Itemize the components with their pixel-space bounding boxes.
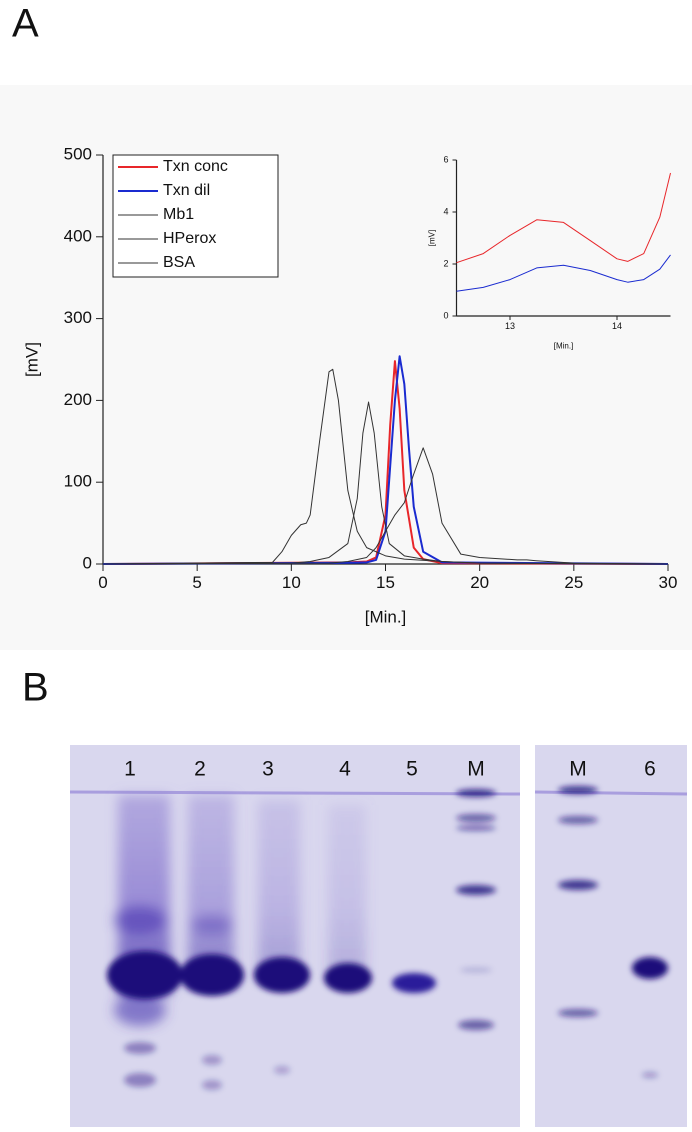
lane-label: M [467, 758, 485, 781]
y-axis-label: [mV] [22, 342, 41, 377]
panel-label: A [12, 2, 39, 46]
lane-label: M [569, 758, 587, 781]
lane-labels: 1 2 3 4 5 M M 6 [124, 758, 656, 781]
x-tick-label: 20 [470, 573, 489, 592]
data-line [456, 172, 671, 264]
lane-label: 2 [194, 758, 206, 781]
legend: Txn conc Txn dil Mb1 HPerox BSA [112, 154, 279, 278]
gel-image: 1 2 3 4 5 M M 6 [69, 745, 688, 1127]
bands [107, 786, 668, 1090]
x-tick-label: 0 [98, 573, 107, 592]
legend-label: Mb1 [163, 206, 194, 223]
well-line [69, 790, 521, 796]
lane-label: 4 [339, 758, 351, 781]
x-tick-label: 5 [192, 573, 201, 592]
legend-label: Txn conc [163, 158, 228, 175]
lane-label: 3 [262, 758, 274, 781]
x-tick-label: 25 [564, 573, 583, 592]
well-line [534, 790, 688, 796]
legend-label: Txn dil [163, 182, 210, 199]
lane-label: 5 [406, 758, 418, 781]
legend-label: HPerox [163, 230, 216, 247]
y-tick-label: 500 [64, 144, 92, 163]
data-line [102, 447, 669, 565]
gel [535, 745, 687, 1127]
x-tick-label: 10 [282, 573, 301, 592]
y-tick-label: 400 [64, 226, 92, 245]
chart: 0 2 4 6 13 14 [mV] [Min.] [428, 154, 671, 351]
lane-label: 6 [644, 758, 656, 781]
y-tick-label: 0 [443, 310, 448, 320]
data-line [102, 401, 669, 565]
y-tick-label: 300 [64, 308, 92, 327]
y-tick-label: 4 [443, 206, 448, 216]
x-tick-label: 15 [376, 573, 395, 592]
lane-label: 1 [124, 758, 136, 781]
legend-box [112, 154, 279, 278]
y-tick-label: 6 [443, 154, 448, 164]
panel-label: B [22, 666, 49, 710]
y-tick-label: 2 [443, 258, 448, 268]
y-tick-label: 100 [64, 472, 92, 491]
data-line [456, 254, 671, 292]
y-tick-label: 0 [83, 553, 92, 572]
panel-a-background [0, 85, 692, 650]
legend-label: BSA [163, 254, 195, 271]
data-line [102, 368, 669, 565]
y-axis-label: [mV] [428, 230, 437, 246]
data-line [102, 355, 669, 565]
x-axis-label: [Min.] [554, 342, 574, 351]
x-axis-label: [Min.] [365, 607, 407, 626]
x-tick-label: 13 [505, 321, 515, 331]
y-tick-label: 200 [64, 390, 92, 409]
x-tick-label: 30 [659, 573, 678, 592]
x-tick-label: 14 [612, 321, 622, 331]
